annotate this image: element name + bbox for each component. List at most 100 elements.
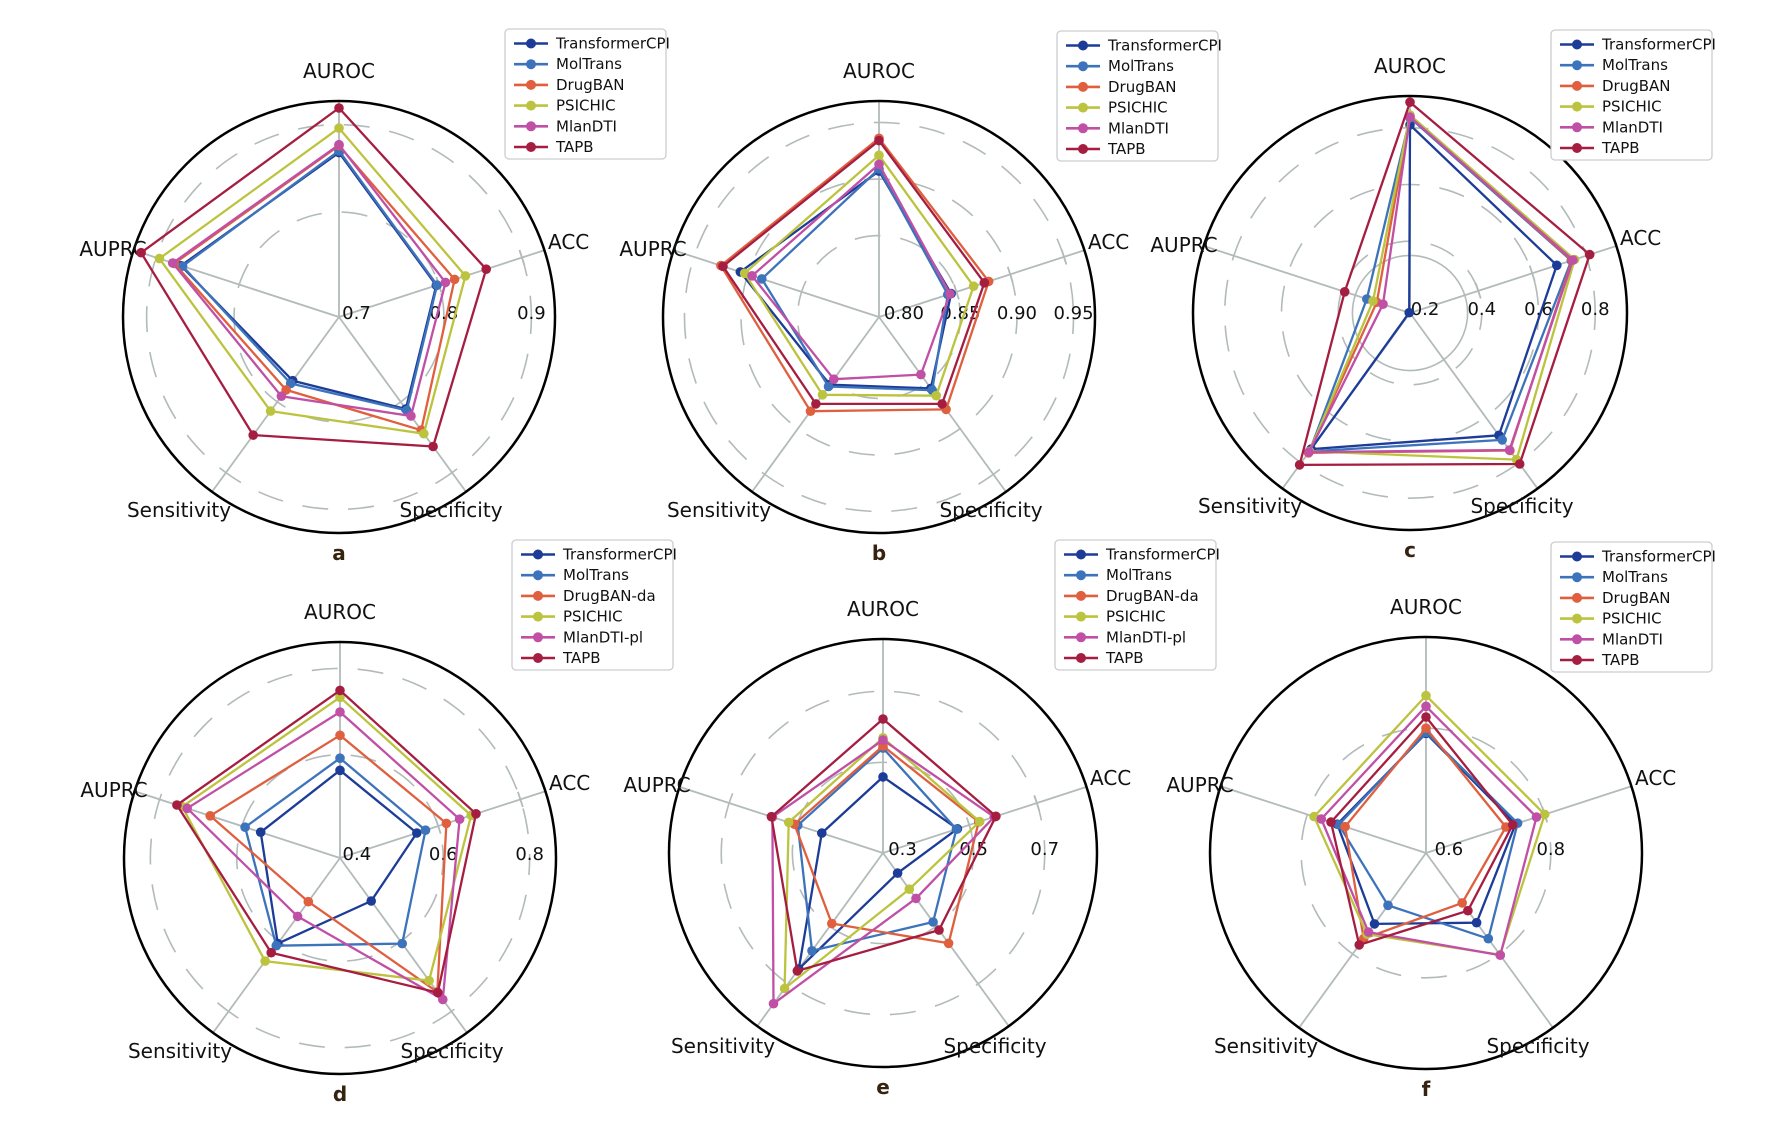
data-point-icon [471, 809, 481, 819]
data-point-icon [874, 135, 884, 146]
data-point-icon [874, 150, 884, 161]
legend-marker-icon [533, 632, 543, 643]
data-point-icon [1383, 900, 1393, 911]
legend-item: MolTrans [521, 566, 629, 584]
axis-label-auprc: AUPRC [80, 778, 147, 802]
outer-circle [1208, 635, 1644, 1071]
legend-label: DrugBAN [1108, 78, 1177, 96]
legend-item: DrugBAN [1560, 77, 1671, 95]
outer-circle [121, 99, 557, 535]
legend-marker-icon [1076, 611, 1086, 622]
series-line-mlandti [1307, 115, 1575, 454]
legend-label: MolTrans [563, 566, 629, 584]
r-tick-label: 0.3 [888, 839, 917, 860]
legend-marker-icon [1076, 632, 1086, 643]
series-line-transformercpi [739, 169, 953, 390]
r-tick-label: 0.85 [940, 303, 980, 324]
data-point-icon [945, 289, 955, 299]
legend-label: MolTrans [556, 55, 622, 73]
legend-label: TransformerCPI [562, 546, 677, 564]
r-tick-mark [517, 791, 524, 808]
legend-marker-icon [1078, 102, 1088, 113]
series-line-drugban [1343, 727, 1508, 940]
data-point-icon [1421, 701, 1431, 712]
data-point-icon [449, 274, 460, 285]
data-point-icon [934, 925, 944, 935]
data-point-icon [438, 994, 448, 1005]
legend-item: TAPB [1560, 139, 1640, 157]
data-point-icon [428, 441, 438, 452]
legend-label: TransformerCPI [1107, 37, 1222, 55]
data-point-icon [1340, 821, 1350, 832]
legend-item: TransformerCPI [521, 546, 677, 564]
data-point-icon [1354, 940, 1364, 950]
axis-label-sensitivity: Sensitivity [128, 1039, 232, 1063]
data-point-icon [1504, 445, 1515, 455]
axis-label-acc: ACC [1635, 766, 1676, 790]
grid-circle [791, 761, 975, 945]
legend-item: TAPB [514, 138, 594, 156]
legend-label: TransformerCPI [1601, 548, 1716, 566]
r-tick-label: 0.90 [997, 303, 1037, 324]
data-point-icon [931, 390, 941, 401]
legend-marker-icon [1572, 634, 1582, 645]
axis-label-specificity: Specificity [1470, 494, 1573, 518]
series-line-psichic [1308, 113, 1576, 461]
data-point-icon [1405, 97, 1415, 107]
series-line-drugban [173, 144, 456, 432]
radial-spoke [679, 786, 884, 854]
grid-circle [740, 178, 1018, 456]
grid-circle [683, 121, 1075, 513]
series-line-mlandti-pl [771, 738, 996, 1005]
panel-letter-d: d [332, 1082, 348, 1106]
legend-label: TAPB [1107, 140, 1146, 158]
axis-label-acc: ACC [1088, 230, 1129, 254]
radial-spoke [756, 852, 884, 1027]
data-point-icon [1539, 809, 1550, 820]
axis-label-auprc: AUPRC [623, 773, 690, 797]
data-point-icon [335, 692, 345, 703]
data-point-icon [271, 940, 282, 951]
outer-circle [1191, 94, 1629, 532]
r-tick-label: 0.8 [1581, 299, 1610, 320]
r-tick-mark [1474, 282, 1482, 299]
legend-label: PSICHIC [556, 97, 616, 115]
series-line-tapb [175, 689, 478, 994]
legend-label: MlanDTI [1108, 119, 1169, 137]
legend-item: TransformerCPI [1064, 546, 1220, 564]
data-point-icon [783, 817, 794, 828]
legend-c: TransformerCPI MolTrans DrugBAN PSICHIC Mlan… [1550, 29, 1716, 161]
legend-item: MlanDTI-pl [521, 628, 643, 646]
r-tick-label: 0.2 [1411, 299, 1440, 320]
grid-circle [1300, 727, 1552, 979]
legend-marker-icon [1572, 613, 1582, 624]
legend-label: PSICHIC [563, 608, 623, 626]
data-point-icon [433, 987, 443, 998]
data-point-icon [817, 828, 827, 838]
legend-item: TAPB [521, 649, 601, 667]
legend-item: PSICHIC [1560, 98, 1662, 116]
data-point-icon [874, 159, 884, 170]
data-point-icon [951, 824, 962, 834]
legend-label: MlanDTI-pl [563, 628, 643, 646]
data-point-icon [718, 261, 728, 272]
grid-circle [720, 690, 1046, 1016]
axis-label-auroc: AUROC [1374, 54, 1446, 78]
legend-marker-icon [1572, 551, 1582, 562]
legend-marker-icon [1572, 39, 1582, 50]
legend-marker-icon [526, 142, 536, 152]
legend-item: MolTrans [514, 55, 622, 73]
data-point-icon [420, 825, 431, 835]
r-tick-label: 0.6 [429, 844, 458, 865]
panel-letter-f: f [1421, 1077, 1431, 1101]
data-point-icon [1507, 820, 1518, 830]
data-point-icon [937, 399, 947, 409]
grid-circle [796, 234, 962, 400]
series-line-transformercpi [797, 775, 959, 971]
series-line-moltrans [243, 757, 427, 947]
legend-item: MolTrans [1066, 57, 1174, 75]
data-point-icon [757, 274, 767, 284]
axis-label-auprc: AUPRC [79, 237, 146, 261]
r-tick-mark [1033, 795, 1041, 811]
